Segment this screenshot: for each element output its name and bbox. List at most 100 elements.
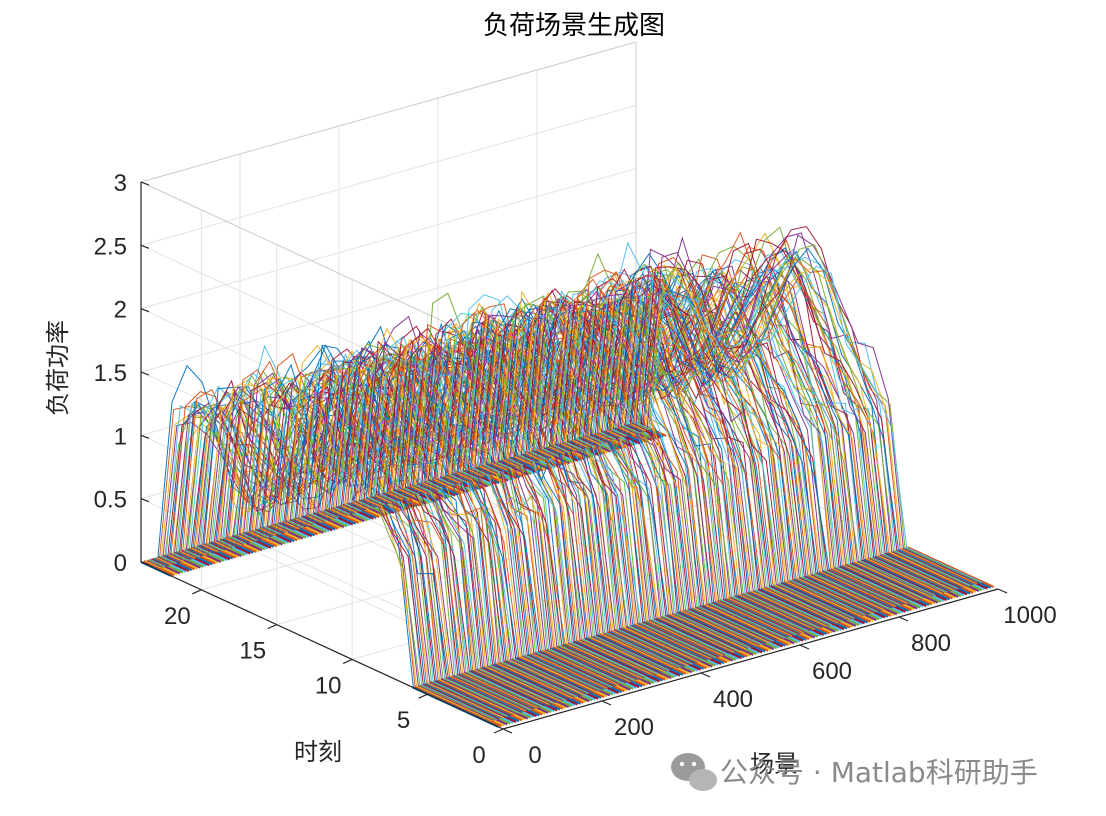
series-line [608, 251, 956, 591]
x-tick-mark [502, 728, 513, 734]
y-tick-mark [267, 624, 277, 630]
series-line [530, 267, 879, 613]
floor-stripe [529, 653, 617, 695]
series-line [633, 244, 981, 584]
series-line [615, 250, 963, 589]
box-edge [140, 41, 637, 183]
series-line [494, 268, 843, 623]
z-tick-mark [140, 371, 150, 376]
series-line [509, 281, 857, 619]
series-line [469, 279, 818, 630]
series-line [610, 258, 958, 590]
series-line [631, 234, 980, 584]
series-line [629, 265, 978, 585]
grid-line [140, 231, 637, 373]
x-axis-line [502, 588, 999, 730]
floor-stripe [555, 645, 643, 688]
z-tick-mark [140, 434, 150, 439]
series-line [149, 352, 498, 720]
z-tick-mark [140, 498, 150, 503]
z-tick-label: 1.5 [94, 360, 127, 387]
floor-stripe [581, 638, 669, 680]
series-line [158, 388, 506, 718]
x-tick-mark [799, 644, 810, 650]
series-line [550, 265, 899, 607]
z-tick-label: 0 [114, 550, 127, 577]
floor-stripe [438, 678, 526, 721]
z-tick-label: 3 [114, 170, 127, 197]
series-line [354, 306, 702, 663]
series-line [502, 273, 851, 621]
series-line [461, 241, 810, 632]
watermark-text: 公众号 · Matlab科研助手 [720, 756, 1038, 789]
floor-stripe [789, 579, 877, 622]
floor-stripe [646, 619, 734, 662]
x-tick-label: 600 [812, 658, 852, 685]
y-tick-label: 20 [164, 603, 191, 630]
x-tick-label: 200 [614, 714, 654, 741]
z-axis-label: 负荷功率 [44, 320, 72, 416]
series-line [507, 290, 856, 619]
series-line [415, 288, 763, 645]
series-line [248, 336, 597, 692]
y-tick-mark [493, 728, 504, 734]
series-line [634, 265, 983, 583]
x-tick-mark [601, 700, 612, 706]
y-axis-label: 时刻 [294, 738, 342, 766]
y-tick-mark [418, 693, 428, 699]
box-edge [140, 181, 504, 350]
grid-line [140, 104, 637, 246]
series-line [436, 298, 785, 639]
series-layer [141, 225, 983, 723]
floor-stripe [854, 561, 942, 603]
series-line [595, 282, 943, 594]
floor-stripe [763, 586, 851, 629]
x-tick-label: 800 [911, 630, 951, 657]
z-tick-mark [140, 561, 150, 566]
series-line [539, 272, 887, 610]
series-line [598, 226, 947, 593]
floor-stripe [502, 660, 590, 703]
series-line [260, 358, 608, 689]
x-tick-mark [700, 672, 711, 678]
series-line [555, 307, 904, 606]
y-tick-mark [192, 589, 202, 595]
series-line [626, 247, 975, 586]
series-line [372, 325, 720, 657]
series-line [479, 295, 828, 627]
floor-stripe [907, 546, 994, 588]
x-tick-mark [997, 588, 1008, 594]
series-line [220, 353, 569, 700]
series-line [620, 232, 968, 587]
series-line [616, 277, 965, 588]
series-line [554, 259, 902, 606]
z-tick-label: 2 [114, 297, 127, 324]
wechat-icon [671, 753, 717, 791]
y-tick-label: 10 [315, 672, 342, 699]
series-line [577, 279, 925, 600]
series-line [245, 363, 593, 693]
chart-title: 负荷场景生成图 [483, 11, 665, 41]
x-tick-mark [898, 616, 909, 622]
y-tick-mark [342, 658, 353, 664]
series-line [529, 296, 877, 613]
series-line [359, 336, 707, 661]
series-line [286, 334, 635, 682]
series-line [199, 325, 547, 706]
series-line [511, 272, 859, 618]
z-tick-mark [140, 181, 150, 186]
floor-stripe [880, 553, 968, 596]
y-tick-label: 15 [239, 638, 266, 665]
y-tick-label: 5 [397, 707, 410, 734]
series-line [562, 283, 910, 604]
x-axis-label: 场景 [750, 750, 798, 778]
x-tick-label: 1000 [1003, 602, 1056, 629]
floor-stripe [672, 612, 760, 655]
series-line [618, 258, 966, 588]
x-tick-label: 400 [713, 686, 753, 713]
series-line [214, 345, 562, 702]
grid-line [140, 168, 637, 310]
